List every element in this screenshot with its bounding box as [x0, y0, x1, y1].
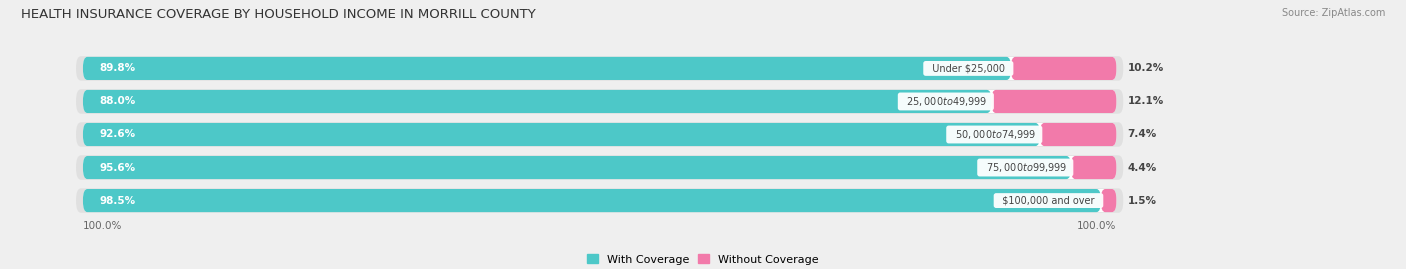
- Text: $50,000 to $74,999: $50,000 to $74,999: [949, 128, 1040, 141]
- FancyBboxPatch shape: [83, 57, 1011, 80]
- FancyBboxPatch shape: [1011, 57, 1116, 80]
- FancyBboxPatch shape: [1101, 189, 1116, 212]
- FancyBboxPatch shape: [1071, 156, 1116, 179]
- Text: $100,000 and over: $100,000 and over: [995, 196, 1101, 206]
- FancyBboxPatch shape: [83, 156, 1116, 179]
- FancyBboxPatch shape: [76, 155, 1123, 180]
- Text: $25,000 to $49,999: $25,000 to $49,999: [900, 95, 991, 108]
- Text: 100.0%: 100.0%: [1077, 221, 1116, 231]
- FancyBboxPatch shape: [83, 156, 1071, 179]
- Legend: With Coverage, Without Coverage: With Coverage, Without Coverage: [588, 254, 818, 264]
- FancyBboxPatch shape: [76, 89, 1123, 114]
- Text: 92.6%: 92.6%: [100, 129, 135, 140]
- Text: $75,000 to $99,999: $75,000 to $99,999: [980, 161, 1071, 174]
- FancyBboxPatch shape: [1040, 123, 1116, 146]
- FancyBboxPatch shape: [76, 56, 1123, 81]
- Text: 4.4%: 4.4%: [1128, 162, 1157, 172]
- FancyBboxPatch shape: [83, 90, 991, 113]
- FancyBboxPatch shape: [83, 90, 1116, 113]
- Text: HEALTH INSURANCE COVERAGE BY HOUSEHOLD INCOME IN MORRILL COUNTY: HEALTH INSURANCE COVERAGE BY HOUSEHOLD I…: [21, 8, 536, 21]
- Text: 1.5%: 1.5%: [1128, 196, 1156, 206]
- Text: 89.8%: 89.8%: [100, 63, 135, 73]
- Text: 10.2%: 10.2%: [1128, 63, 1164, 73]
- FancyBboxPatch shape: [76, 122, 1123, 147]
- FancyBboxPatch shape: [83, 123, 1040, 146]
- Text: 98.5%: 98.5%: [100, 196, 135, 206]
- Text: 100.0%: 100.0%: [83, 221, 122, 231]
- FancyBboxPatch shape: [991, 90, 1116, 113]
- Text: 7.4%: 7.4%: [1128, 129, 1157, 140]
- Text: 88.0%: 88.0%: [100, 97, 136, 107]
- Text: Source: ZipAtlas.com: Source: ZipAtlas.com: [1281, 8, 1385, 18]
- Text: 95.6%: 95.6%: [100, 162, 135, 172]
- FancyBboxPatch shape: [83, 189, 1116, 212]
- FancyBboxPatch shape: [83, 57, 1116, 80]
- Text: Under $25,000: Under $25,000: [925, 63, 1011, 73]
- FancyBboxPatch shape: [76, 188, 1123, 213]
- FancyBboxPatch shape: [83, 123, 1116, 146]
- Text: 12.1%: 12.1%: [1128, 97, 1164, 107]
- FancyBboxPatch shape: [83, 189, 1101, 212]
